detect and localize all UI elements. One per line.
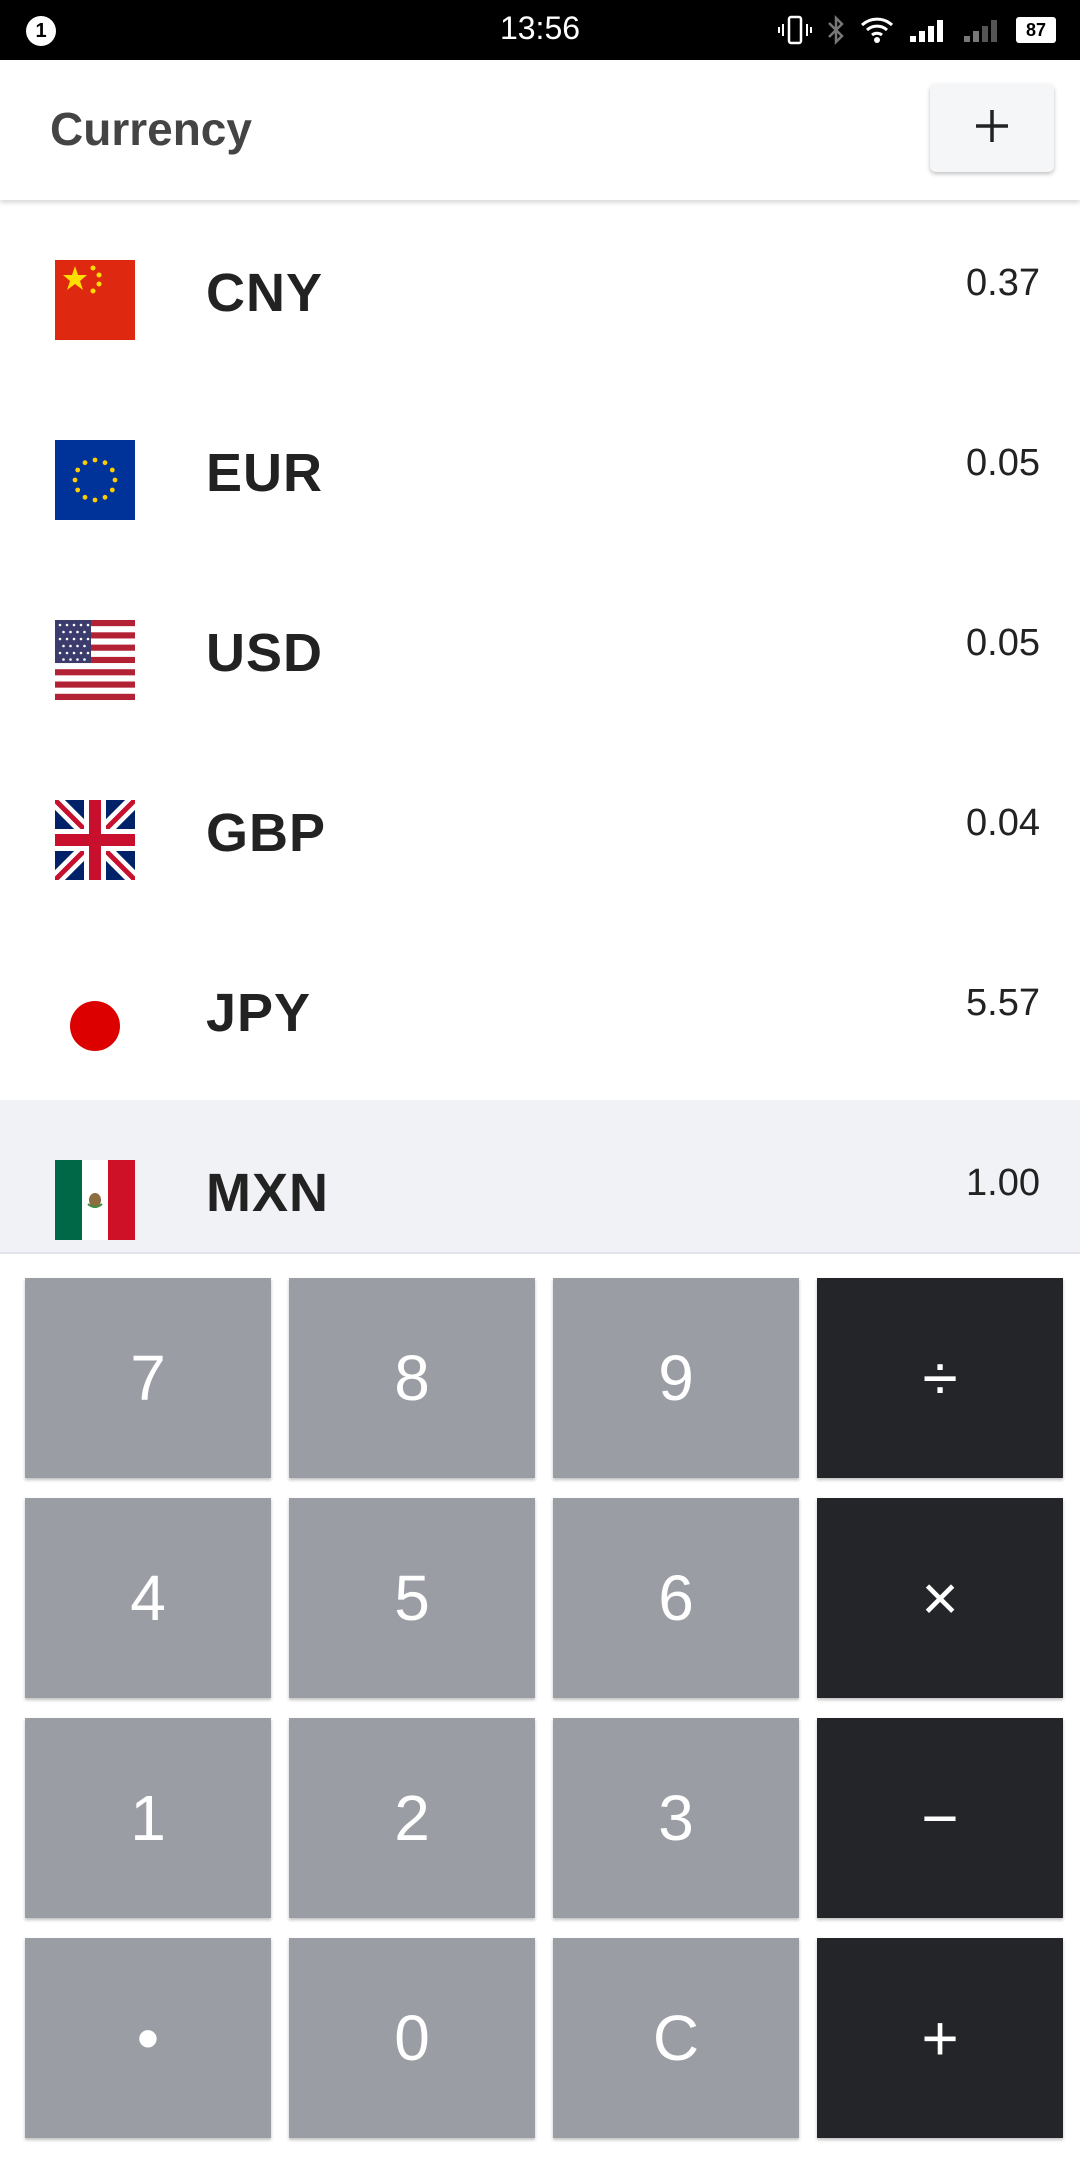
key-subtract[interactable]: −: [817, 1718, 1063, 1918]
currency-row-mxn[interactable]: MXN 1.00: [0, 1100, 1080, 1280]
flag-eu-icon: [55, 440, 135, 520]
currency-value: 0.37: [966, 262, 1040, 304]
currency-code: MXN: [206, 1163, 329, 1223]
key-3[interactable]: 3: [553, 1718, 799, 1918]
currency-code: GBP: [206, 803, 327, 863]
key-8[interactable]: 8: [289, 1278, 535, 1478]
flag-uk-icon: [55, 800, 135, 880]
status-icons: 87: [778, 12, 1056, 48]
currency-row-gbp[interactable]: GBP 0.04: [0, 740, 1080, 920]
currency-row-eur[interactable]: EUR 0.05: [0, 380, 1080, 560]
currency-value: 0.05: [966, 622, 1040, 664]
key-2[interactable]: 2: [289, 1718, 535, 1918]
flag-china-icon: [55, 260, 135, 340]
flag-mexico-icon: [55, 1160, 135, 1240]
plus-icon: [972, 106, 1012, 151]
flag-japan-icon: [55, 980, 135, 1060]
currency-row-cny[interactable]: CNY 0.37: [0, 200, 1080, 380]
vibrate-icon: [778, 13, 812, 47]
currency-code: USD: [206, 623, 324, 683]
currency-code: EUR: [206, 443, 324, 503]
add-currency-button[interactable]: [930, 84, 1054, 172]
key-6[interactable]: 6: [553, 1498, 799, 1698]
key-5[interactable]: 5: [289, 1498, 535, 1698]
app-bar: Currency: [0, 60, 1080, 200]
key-4[interactable]: 4: [25, 1498, 271, 1698]
currency-value: 1.00: [966, 1162, 1040, 1204]
keypad: 7 8 9 ÷ 4 5 6 × 1 2 3 − • 0 C +: [0, 1252, 1080, 2162]
key-1[interactable]: 1: [25, 1718, 271, 1918]
wifi-icon: [860, 16, 894, 44]
key-add[interactable]: +: [817, 1938, 1063, 2138]
currency-list: CNY 0.37 EUR 0.05: [0, 200, 1080, 1280]
key-7[interactable]: 7: [25, 1278, 271, 1478]
currency-code: JPY: [206, 983, 312, 1043]
key-0[interactable]: 0: [289, 1938, 535, 2138]
currency-value: 0.04: [966, 802, 1040, 844]
battery-icon: 87: [1016, 17, 1056, 43]
currency-row-jpy[interactable]: JPY 5.57: [0, 920, 1080, 1100]
currency-code: CNY: [206, 263, 324, 323]
currency-value: 0.05: [966, 442, 1040, 484]
flag-usa-icon: [55, 620, 135, 700]
signal-weak-icon: [962, 16, 1002, 44]
notification-badge: 1: [26, 16, 56, 46]
status-bar: 1 13:56 87: [0, 0, 1080, 60]
bluetooth-icon: [826, 14, 846, 46]
key-divide[interactable]: ÷: [817, 1278, 1063, 1478]
currency-row-usd[interactable]: USD 0.05: [0, 560, 1080, 740]
signal-icon: [908, 16, 948, 44]
key-decimal[interactable]: •: [25, 1938, 271, 2138]
page-title: Currency: [50, 103, 252, 155]
currency-value: 5.57: [966, 982, 1040, 1024]
key-9[interactable]: 9: [553, 1278, 799, 1478]
key-multiply[interactable]: ×: [817, 1498, 1063, 1698]
status-time: 13:56: [499, 10, 581, 46]
key-clear[interactable]: C: [553, 1938, 799, 2138]
